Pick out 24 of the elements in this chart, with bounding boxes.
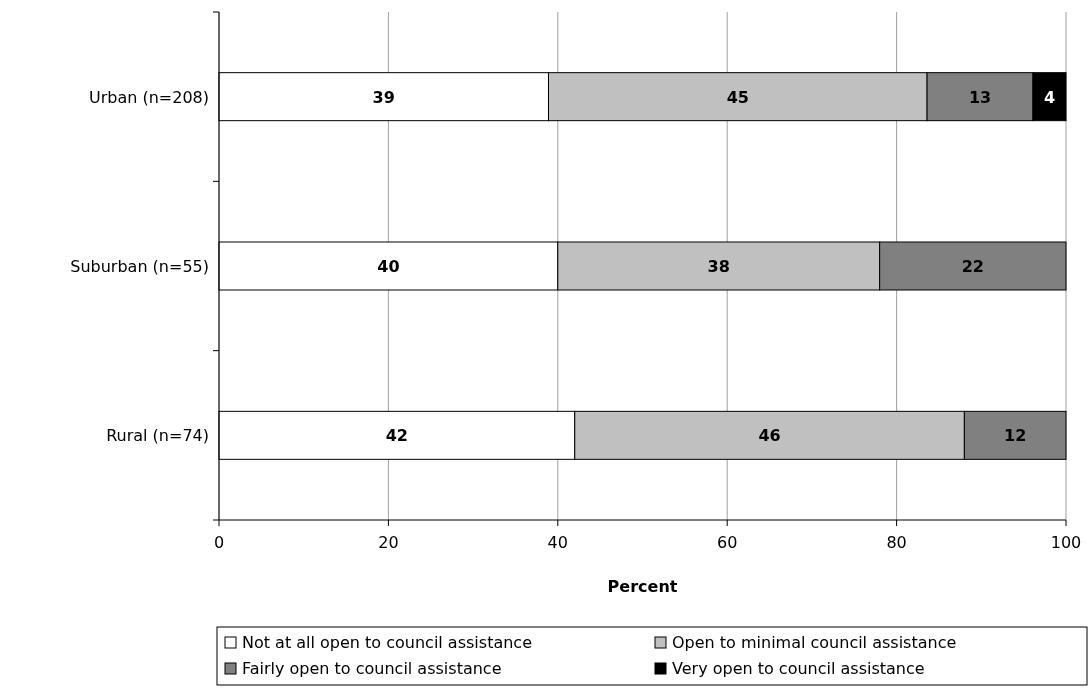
data-label: 45 [726, 87, 749, 107]
x-tick-label: 60 [717, 533, 738, 552]
legend-label: Very open to council assistance [672, 659, 925, 678]
x-axis-title: Percent [607, 577, 678, 596]
legend-label: Not at all open to council assistance [242, 633, 532, 652]
y-tick-label: Rural (n=74) [106, 426, 209, 446]
data-label: 38 [707, 257, 730, 276]
y-tick-label: Suburban (n=55) [70, 257, 209, 276]
data-label: 4 [1043, 87, 1056, 107]
data-label: 13 [968, 87, 992, 107]
data-label: 40 [377, 257, 400, 276]
x-tick-label: 40 [547, 533, 568, 552]
data-label: 12 [1004, 426, 1027, 446]
data-label: 22 [961, 257, 984, 276]
data-label: 42 [385, 426, 408, 446]
x-tick-label: 100 [1050, 533, 1082, 552]
x-tick-label: 20 [378, 533, 399, 552]
x-tick-label: 0 [213, 533, 225, 552]
legend-label: Fairly open to council assistance [242, 659, 502, 678]
data-label: 46 [758, 426, 781, 446]
data-label: 39 [372, 87, 395, 107]
y-tick-label: Urban (n=208) [88, 87, 209, 107]
x-tick-label: 80 [886, 533, 907, 552]
legend-label: Open to minimal council assistance [672, 633, 957, 652]
